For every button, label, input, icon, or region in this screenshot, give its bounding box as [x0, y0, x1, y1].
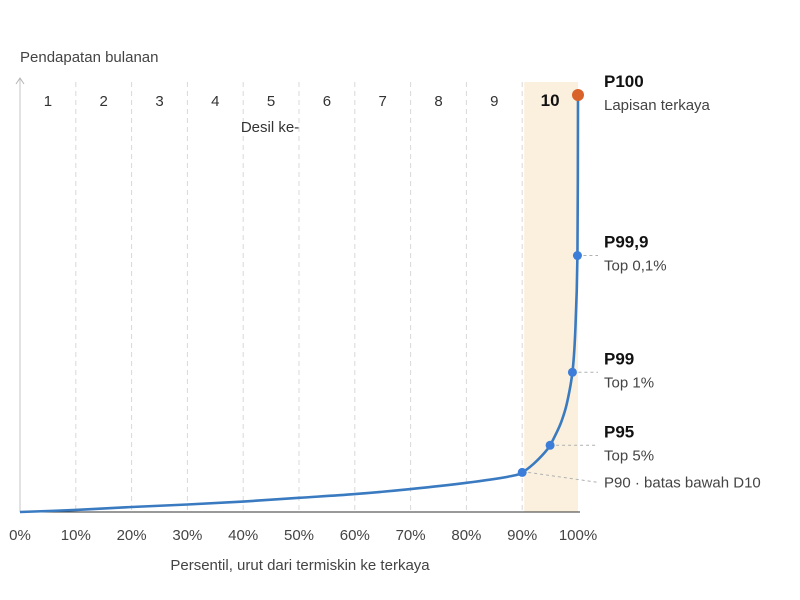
annotation-title: P99,9 — [604, 233, 648, 252]
annotation-labels: P90 · batas bawah D10 P95 Top 5% P99 Top 1% P… — [604, 72, 761, 491]
annotation-points — [517, 89, 584, 477]
annotation-subtitle: Lapisan terkaya — [604, 97, 711, 114]
decile-10-band — [524, 82, 578, 512]
decile-label: 2 — [100, 93, 108, 110]
x-tick-label: 20% — [117, 527, 147, 544]
annotation-title: P99 — [604, 349, 634, 368]
x-tick-label: 40% — [228, 527, 258, 544]
decile-label: 8 — [434, 93, 442, 110]
x-tick-label: 90% — [507, 527, 537, 544]
x-tick-label: 0% — [9, 527, 31, 544]
annotation-point — [572, 89, 584, 101]
annotation-point — [567, 367, 577, 377]
axes — [15, 77, 580, 513]
x-tick-label: 70% — [396, 527, 426, 544]
decile-label: 10 — [541, 91, 560, 110]
decile-label: 7 — [379, 93, 387, 110]
annotation-subtitle: Top 5% — [604, 447, 654, 464]
annotation-point — [545, 440, 555, 450]
x-tick-label: 100% — [559, 527, 597, 544]
decile-axis-label: Desil ke- — [241, 119, 299, 136]
x-tick-label: 10% — [61, 527, 91, 544]
annotation-point — [517, 467, 527, 477]
decile-label: 5 — [267, 93, 275, 110]
decile-label: 4 — [211, 93, 219, 110]
decile-10-band-layer — [524, 82, 578, 512]
decile-label: 6 — [323, 93, 331, 110]
decile-gridlines — [75, 82, 523, 512]
decile-label: 1 — [44, 93, 52, 110]
x-tick-labels: 0% 10% 20% 30% 40% 50% 60% 70% 80% 90% 100% — [9, 527, 597, 544]
x-tick-label: 50% — [284, 527, 314, 544]
y-axis-label: Pendapatan bulanan — [20, 49, 158, 66]
x-tick-label: 60% — [340, 527, 370, 544]
decile-labels: 1 2 3 4 5 6 7 8 9 10 — [44, 91, 560, 110]
x-tick-label: 30% — [172, 527, 202, 544]
y-axis-arrow-icon — [15, 77, 25, 85]
annotation-subtitle: Top 1% — [604, 374, 654, 391]
annotation-point — [572, 251, 582, 261]
decile-label: 9 — [490, 93, 498, 110]
x-axis-label: Persentil, urut dari termiskin ke terkay… — [170, 557, 430, 574]
decile-label: 3 — [155, 93, 163, 110]
x-tick-label: 80% — [451, 527, 481, 544]
annotation-subtitle: P90 · batas bawah D10 — [604, 474, 761, 491]
annotation-subtitle: Top 0,1% — [604, 258, 667, 275]
annotation-leaders — [528, 255, 599, 483]
annotation-title: P100 — [604, 72, 644, 91]
annotation-title: P95 — [604, 422, 634, 441]
